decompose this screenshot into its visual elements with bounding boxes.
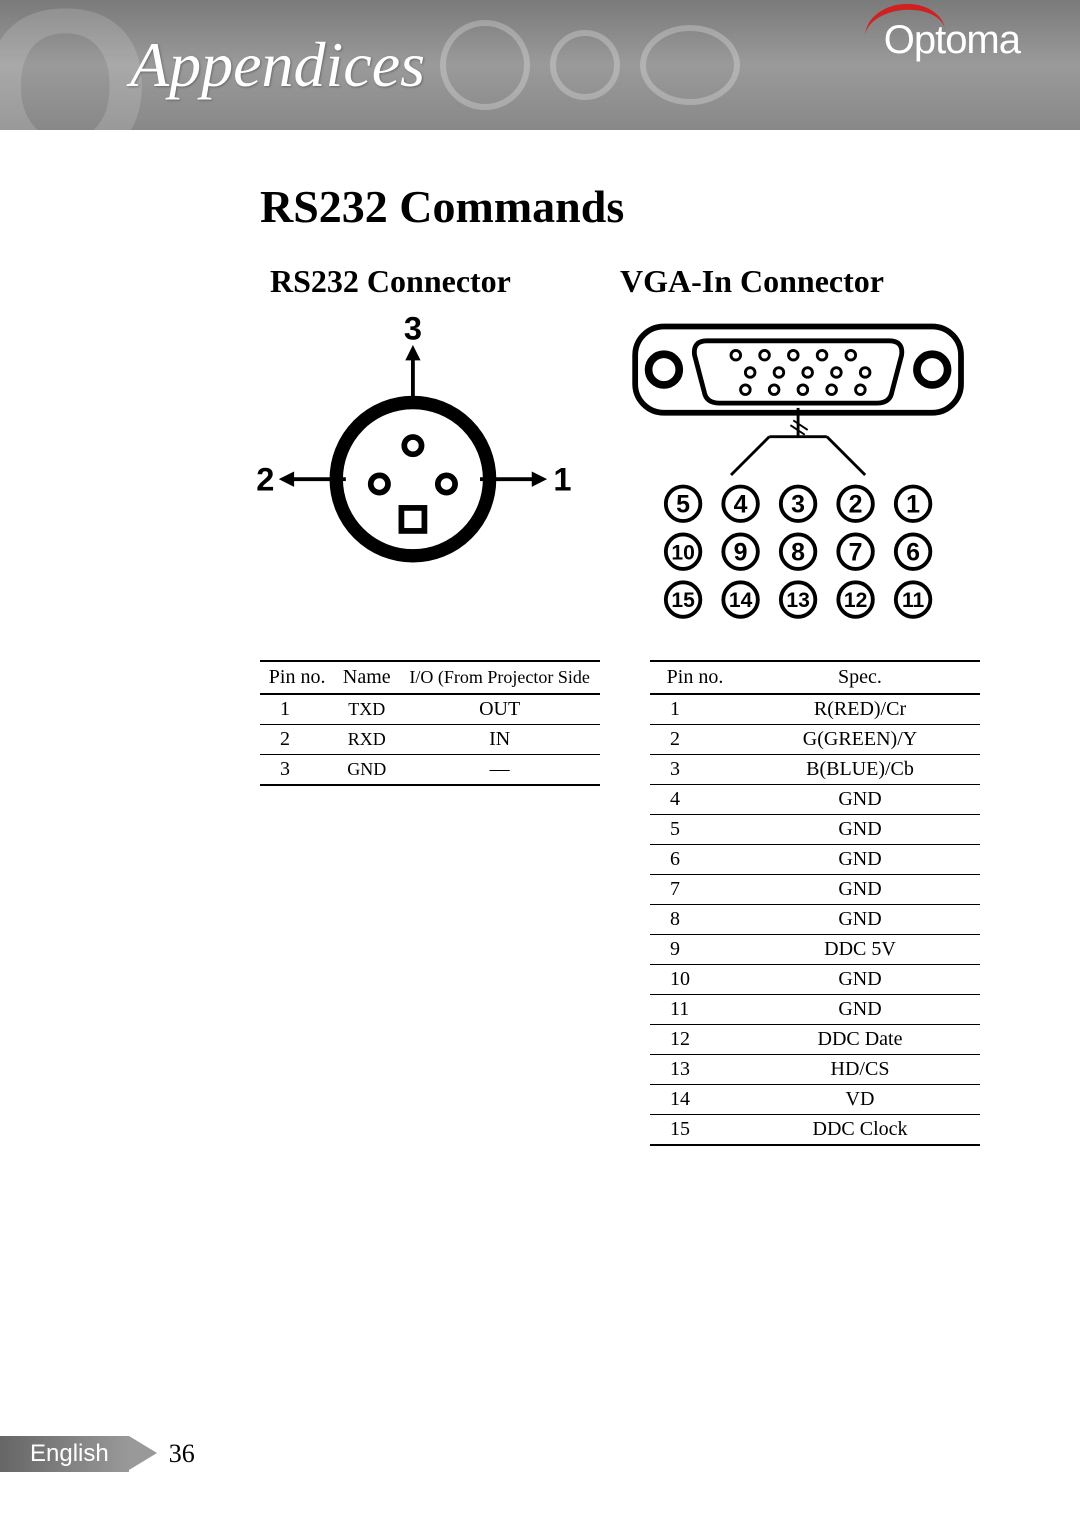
page-footer: English 36 xyxy=(0,1436,195,1472)
vga-pin-7: 7 xyxy=(838,534,873,569)
table-row: 7GND xyxy=(650,875,980,905)
svg-text:9: 9 xyxy=(733,538,747,566)
svg-text:10: 10 xyxy=(671,541,694,564)
vga-pin-1: 1 xyxy=(896,487,931,522)
table-row: 11GND xyxy=(650,995,980,1025)
svg-text:5: 5 xyxy=(676,490,690,518)
table-row: 4GND xyxy=(650,785,980,815)
vga-subheading: VGA-In Connector xyxy=(620,263,884,300)
vga-pin-14: 14 xyxy=(723,582,758,617)
table-row: 5GND xyxy=(650,815,980,845)
table-row: 1R(RED)/Cr xyxy=(650,694,980,725)
table-row: 3 GND — xyxy=(260,755,600,786)
svg-text:15: 15 xyxy=(671,589,695,612)
table-row: 10GND xyxy=(650,965,980,995)
table-row: 13HD/CS xyxy=(650,1055,980,1085)
svg-text:6: 6 xyxy=(906,538,920,566)
footer-language: English xyxy=(0,1436,129,1472)
vga-pin-8: 8 xyxy=(781,534,816,569)
pin3-label: 3 xyxy=(404,310,422,346)
page-content: RS232 Commands RS232 Connector VGA-In Co… xyxy=(0,130,1080,1146)
table-row: 2 RXD IN xyxy=(260,725,600,755)
col-pin: Pin no. xyxy=(650,661,740,694)
brand-logo: Optoma xyxy=(884,18,1020,63)
table-header-row: Pin no. Name I/O (From Projector Side xyxy=(260,661,600,694)
vga-pin-10: 10 xyxy=(666,534,701,569)
pin2-label: 2 xyxy=(256,462,274,498)
svg-text:8: 8 xyxy=(791,538,805,566)
svg-text:13: 13 xyxy=(786,589,809,612)
vga-pin-6: 6 xyxy=(896,534,931,569)
vga-pin-13: 13 xyxy=(781,582,816,617)
table-row: 12DDC Date xyxy=(650,1025,980,1055)
table-header-row: Pin no. Spec. xyxy=(650,661,980,694)
footer-page-number: 36 xyxy=(169,1439,195,1469)
col-pin: Pin no. xyxy=(260,661,334,694)
vga-pin-4: 4 xyxy=(723,487,758,522)
rs232-connector-diagram: 3 2 1 xyxy=(250,310,576,610)
page-header: O Appendices Optoma xyxy=(0,0,1080,130)
vga-pin-12: 12 xyxy=(838,582,873,617)
table-row: 8GND xyxy=(650,905,980,935)
vga-pin-5: 5 xyxy=(666,487,701,522)
watermark-o: O xyxy=(0,0,151,213)
vga-pin-2: 2 xyxy=(838,487,873,522)
vga-pin-9: 9 xyxy=(723,534,758,569)
rs232-subheading: RS232 Connector xyxy=(270,263,560,300)
section-title: Appendices xyxy=(130,28,425,102)
table-row: 2G(GREEN)/Y xyxy=(650,725,980,755)
svg-text:3: 3 xyxy=(791,490,805,518)
main-heading: RS232 Commands xyxy=(260,180,980,233)
table-row: 15DDC Clock xyxy=(650,1115,980,1146)
svg-text:7: 7 xyxy=(848,538,862,566)
svg-text:12: 12 xyxy=(844,589,867,612)
vga-pin-15: 15 xyxy=(666,582,701,617)
svg-text:14: 14 xyxy=(729,589,753,612)
vga-pin-table: Pin no. Spec. 1R(RED)/Cr 2G(GREEN)/Y 3B(… xyxy=(650,660,980,1146)
vga-connector-diagram: 5 4 3 2 1 10 9 8 7 6 15 14 13 12 11 xyxy=(616,310,980,640)
svg-text:1: 1 xyxy=(906,490,920,518)
table-row: 6GND xyxy=(650,845,980,875)
table-row: 9DDC 5V xyxy=(650,935,980,965)
vga-pin-11: 11 xyxy=(896,582,931,617)
pin1-label: 1 xyxy=(553,462,571,498)
svg-text:4: 4 xyxy=(733,490,747,518)
col-io: I/O (From Projector Side xyxy=(399,661,600,694)
col-name: Name xyxy=(334,661,399,694)
svg-text:2: 2 xyxy=(848,490,862,518)
header-decoration xyxy=(440,20,740,110)
vga-pin-3: 3 xyxy=(781,487,816,522)
table-row: 1 TXD OUT xyxy=(260,694,600,725)
table-row: 14VD xyxy=(650,1085,980,1115)
table-row: 3B(BLUE)/Cb xyxy=(650,755,980,785)
col-spec: Spec. xyxy=(740,661,980,694)
svg-text:11: 11 xyxy=(902,589,925,612)
rs232-pin-table: Pin no. Name I/O (From Projector Side 1 … xyxy=(260,660,600,786)
